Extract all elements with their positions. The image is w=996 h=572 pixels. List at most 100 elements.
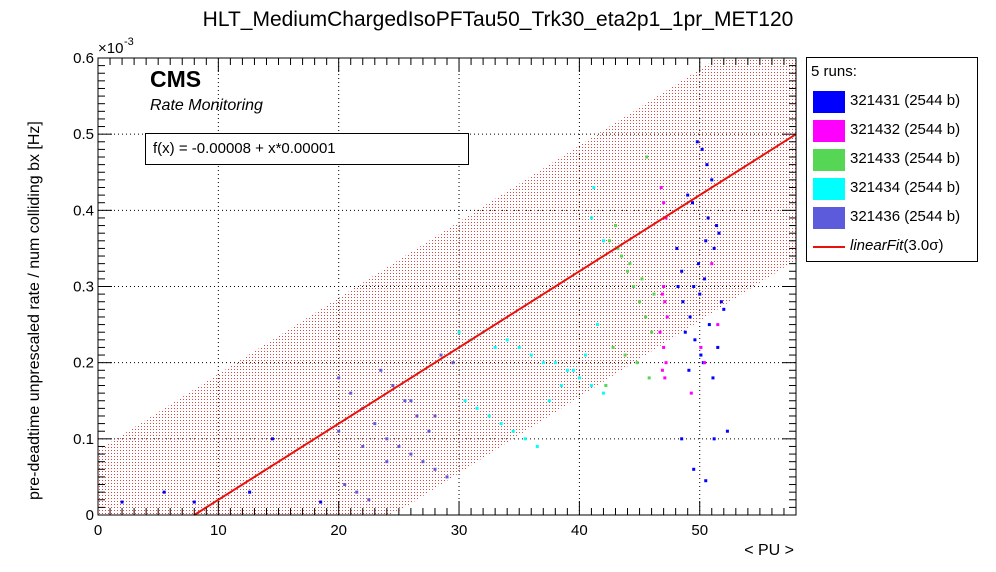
- data-point: [565, 368, 569, 372]
- data-point: [717, 231, 721, 235]
- fit-function-text: f(x) = -0.00008 + x*0.00001: [153, 140, 336, 157]
- data-point: [505, 338, 509, 342]
- data-point: [712, 437, 716, 441]
- legend-label: 321431 (2544 b): [850, 92, 961, 109]
- data-point: [589, 216, 593, 220]
- data-point: [541, 361, 545, 365]
- data-point: [409, 399, 413, 403]
- data-point: [433, 467, 437, 471]
- data-point: [658, 330, 662, 334]
- y-tick-label: 0.3: [73, 279, 94, 296]
- data-point: [457, 330, 461, 334]
- y-exponent-power: -3: [124, 36, 134, 48]
- fit-band: [98, 58, 796, 515]
- data-point: [660, 292, 664, 296]
- data-point: [697, 262, 701, 266]
- data-point: [681, 300, 685, 304]
- data-point: [693, 338, 697, 342]
- x-tick-label: 0: [94, 522, 102, 539]
- data-point: [409, 452, 413, 456]
- data-point: [421, 460, 425, 464]
- data-point: [676, 285, 680, 288]
- data-point: [595, 323, 599, 327]
- data-point: [397, 444, 401, 448]
- data-point: [248, 490, 252, 494]
- data-point: [547, 399, 551, 403]
- data-point: [719, 300, 723, 304]
- data-point: [710, 262, 714, 266]
- data-point: [638, 300, 642, 304]
- data-point: [700, 147, 704, 151]
- data-point: [589, 384, 593, 388]
- y-tick-label: 0.4: [73, 202, 94, 219]
- data-point: [367, 498, 371, 502]
- data-point: [415, 414, 419, 418]
- legend-header: 5 runs:: [811, 63, 857, 80]
- fit-function-box: f(x) = -0.00008 + x*0.00001: [145, 133, 469, 165]
- legend-swatch: [813, 207, 845, 229]
- data-point: [162, 490, 166, 494]
- y-tick-label: 0.2: [73, 355, 94, 372]
- axes: [97, 57, 797, 516]
- data-point: [664, 216, 668, 220]
- fit-line-segment: [193, 133, 797, 516]
- data-point: [699, 353, 703, 357]
- data-point: [699, 345, 703, 349]
- data-point: [553, 361, 557, 365]
- data-point: [652, 292, 656, 296]
- legend-item-linear-fit: linearFit(3.0σ): [807, 232, 977, 260]
- data-point: [710, 178, 714, 182]
- data-point: [577, 376, 581, 380]
- data-point: [716, 323, 720, 327]
- legend-fit-line: [813, 246, 845, 248]
- y-tick-label: 0.1: [73, 431, 94, 448]
- data-point: [604, 384, 608, 388]
- data-point: [660, 368, 664, 372]
- x-axis-label: < PU >: [744, 542, 794, 559]
- legend-swatch: [813, 149, 845, 171]
- data-point: [644, 315, 648, 319]
- data-point: [698, 292, 702, 296]
- data-point: [571, 368, 575, 372]
- legend-item-321436: 321436 (2544 b): [807, 203, 977, 231]
- data-point: [662, 285, 666, 288]
- x-tick-label: 40: [571, 522, 588, 539]
- data-point: [695, 140, 699, 144]
- data-point: [583, 353, 587, 357]
- data-point: [715, 224, 719, 228]
- legend-label: 321434 (2544 b): [850, 179, 961, 196]
- data-point: [499, 422, 503, 426]
- legend-label: linearFit(3.0σ): [850, 237, 943, 254]
- y-axis-label: pre-deadtime unprescaled rate / num coll…: [26, 121, 43, 500]
- legend-item-321432: 321432 (2544 b): [807, 116, 977, 144]
- data-point: [628, 262, 632, 266]
- data-point: [650, 330, 654, 334]
- y-tick-label: 0.6: [73, 50, 94, 67]
- cms-label: CMS: [150, 66, 202, 92]
- data-point: [601, 391, 605, 395]
- data-point: [626, 269, 630, 273]
- data-point: [373, 422, 377, 426]
- data-point: [716, 345, 720, 349]
- data-point: [722, 307, 726, 311]
- legend-swatch: [813, 178, 845, 200]
- data-point: [623, 353, 627, 357]
- x-tick-label: 50: [691, 522, 708, 539]
- data-point: [601, 239, 605, 243]
- data-point: [385, 460, 389, 464]
- data-point: [640, 277, 644, 281]
- data-point: [559, 384, 563, 388]
- data-point: [692, 467, 696, 471]
- data-point: [680, 437, 684, 441]
- data-point: [703, 277, 707, 281]
- data-point: [433, 414, 437, 418]
- data-point: [689, 391, 693, 395]
- data-point: [620, 254, 623, 258]
- data-point: [704, 479, 708, 483]
- data-point: [439, 353, 443, 357]
- data-point: [611, 345, 615, 349]
- data-point: [523, 437, 527, 441]
- data-point: [635, 361, 639, 365]
- data-point: [487, 414, 491, 418]
